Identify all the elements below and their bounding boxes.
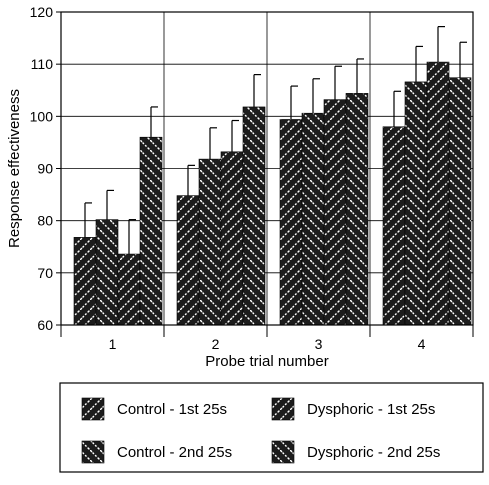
legend-label: Control - 1st 25s bbox=[117, 401, 227, 418]
legend-swatch bbox=[271, 397, 295, 421]
x-tick-label: 4 bbox=[418, 336, 426, 352]
bar bbox=[404, 81, 428, 326]
legend-item: Dysphoric - 2nd 25s bbox=[271, 440, 440, 464]
bar bbox=[220, 151, 244, 326]
bar bbox=[117, 253, 141, 326]
y-tick-label: 110 bbox=[31, 56, 54, 72]
x-axis-title: Probe trial number bbox=[205, 353, 328, 370]
legend-label: Dysphoric - 2nd 25s bbox=[307, 444, 440, 461]
bar bbox=[323, 99, 347, 326]
legend-items: Control - 1st 25s Dysphoric - 1st 25s Cont… bbox=[81, 397, 440, 464]
x-tick-label: 2 bbox=[212, 336, 220, 352]
y-tick-label: 100 bbox=[30, 108, 54, 124]
error-bars bbox=[84, 26, 467, 255]
bar bbox=[448, 77, 472, 326]
bar bbox=[242, 106, 266, 326]
bars bbox=[73, 61, 472, 326]
legend-item: Control - 1st 25s bbox=[81, 397, 227, 421]
bar bbox=[426, 61, 450, 326]
bar bbox=[139, 136, 163, 326]
bar bbox=[198, 158, 222, 326]
bar bbox=[345, 93, 369, 326]
legend-swatch bbox=[81, 397, 105, 421]
y-tick-label: 90 bbox=[37, 161, 53, 177]
legend-box bbox=[59, 382, 484, 473]
legend-swatch bbox=[81, 440, 105, 464]
y-tick-label: 120 bbox=[30, 4, 54, 20]
legend-label: Dysphoric - 1st 25s bbox=[307, 401, 435, 418]
x-axis-ticks: 1 2 3 4 bbox=[60, 325, 474, 352]
legend-item: Dysphoric - 1st 25s bbox=[271, 397, 435, 421]
bar bbox=[382, 126, 406, 326]
legend: Control - 1st 25s Dysphoric - 1st 25s Cont… bbox=[59, 382, 484, 473]
bar bbox=[279, 119, 303, 326]
y-tick-label: 70 bbox=[37, 265, 53, 281]
bar bbox=[73, 237, 97, 326]
y-tick-label: 60 bbox=[37, 317, 53, 333]
bar bbox=[176, 195, 200, 326]
legend-label: Control - 2nd 25s bbox=[117, 444, 232, 461]
x-tick-label: 1 bbox=[109, 336, 117, 352]
y-axis-ticks: 60 70 80 90 100 110 120 bbox=[30, 4, 61, 333]
bar bbox=[301, 112, 325, 326]
legend-swatch bbox=[271, 440, 295, 464]
legend-item: Control - 2nd 25s bbox=[81, 440, 232, 464]
bar bbox=[95, 219, 119, 326]
y-axis-title: Response effectiveness bbox=[6, 89, 23, 248]
y-tick-label: 80 bbox=[37, 213, 53, 229]
x-tick-label: 3 bbox=[315, 336, 323, 352]
